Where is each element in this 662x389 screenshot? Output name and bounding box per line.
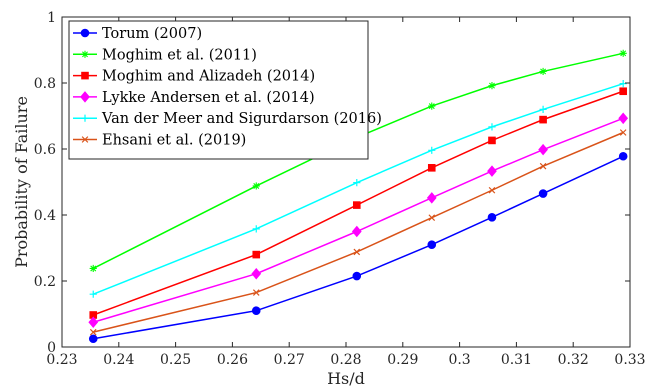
y-tick-label: 0.6 xyxy=(34,142,56,158)
y-tick-label: 0 xyxy=(47,340,56,356)
data-point xyxy=(618,151,628,161)
data-point xyxy=(487,165,497,177)
data-point xyxy=(619,129,627,136)
legend-label: Torum (2007) xyxy=(102,26,202,42)
legend-marker xyxy=(81,71,89,80)
legend-marker xyxy=(81,136,89,143)
data-point xyxy=(428,146,436,154)
legend-marker xyxy=(81,50,89,58)
data-point xyxy=(89,290,97,298)
legend-marker xyxy=(80,28,90,38)
data-point xyxy=(428,102,436,110)
x-tick-label: 0.32 xyxy=(558,352,589,368)
x-tick-label: 0.23 xyxy=(46,352,77,368)
x-tick-label: 0.28 xyxy=(330,352,361,368)
data-point xyxy=(488,82,496,90)
y-axis-label: Probability of Failure xyxy=(12,96,31,268)
data-point xyxy=(252,182,260,190)
data-point xyxy=(351,225,362,238)
legend-label: Moghim and Alizadeh (2014) xyxy=(102,69,315,85)
x-tick-label: 0.26 xyxy=(217,352,248,368)
data-point xyxy=(251,267,262,280)
data-point xyxy=(89,264,97,273)
x-tick-label: 0.33 xyxy=(614,352,645,368)
legend-label: Van der Meer and Sigurdarson (2016) xyxy=(101,111,382,127)
data-point xyxy=(619,80,627,88)
legend-label: Lykke Andersen et al. (2014) xyxy=(102,90,315,106)
data-point xyxy=(427,240,437,249)
data-point xyxy=(251,306,261,316)
legend: Torum (2007) Moghim et al. (2011) Moghim a… xyxy=(68,20,382,160)
data-point xyxy=(488,123,496,131)
y-tick-label: 1 xyxy=(47,10,56,26)
data-point xyxy=(353,179,361,187)
series-markers xyxy=(88,49,629,344)
series-line-1 xyxy=(93,155,624,340)
data-point xyxy=(428,214,436,221)
data-point xyxy=(619,87,627,96)
data-point xyxy=(352,201,361,209)
y-tick-label: 0.8 xyxy=(34,76,56,92)
data-point xyxy=(539,67,547,76)
data-point xyxy=(488,136,496,145)
legend-box xyxy=(68,20,369,160)
data-point xyxy=(427,164,436,172)
data-point xyxy=(252,289,260,296)
data-point xyxy=(539,105,547,113)
x-tick-label: 0.25 xyxy=(160,352,191,368)
data-point xyxy=(252,250,261,259)
x-tick-label: 0.31 xyxy=(501,352,532,368)
legend-label: Moghim et al. (2011) xyxy=(102,47,257,63)
data-point xyxy=(538,189,548,198)
data-point xyxy=(89,328,97,336)
data-point xyxy=(88,316,99,329)
y-tick-label: 0.2 xyxy=(34,274,56,290)
data-point xyxy=(619,49,627,57)
data-point xyxy=(353,248,361,256)
data-point xyxy=(539,115,547,124)
data-point xyxy=(538,143,548,156)
legend-entries: Torum (2007) Moghim et al. (2011) Moghim a… xyxy=(73,26,382,149)
x-tick-label: 0.27 xyxy=(274,352,305,368)
x-tick-label: 0.3 xyxy=(448,352,470,368)
y-tick-label: 0.4 xyxy=(34,208,56,224)
data-point xyxy=(426,192,437,204)
x-tick-label: 0.24 xyxy=(103,352,134,368)
data-point xyxy=(539,162,547,170)
legend-marker xyxy=(81,114,89,122)
x-axis-label: Hs/d xyxy=(327,369,365,388)
legend-marker xyxy=(80,91,90,103)
data-point xyxy=(618,112,629,125)
legend-label: Ehsani et al. (2019) xyxy=(102,133,246,149)
data-point xyxy=(252,225,260,233)
x-tick-label: 0.29 xyxy=(387,352,418,368)
data-point xyxy=(488,186,496,194)
axis-ticks: 0.23 0.24 0.25 0.26 0.27 0.28 0.29 0.3 0.31 0.32 0… xyxy=(34,10,646,368)
data-point xyxy=(352,271,362,281)
data-point xyxy=(487,213,497,222)
data-point xyxy=(88,334,98,344)
